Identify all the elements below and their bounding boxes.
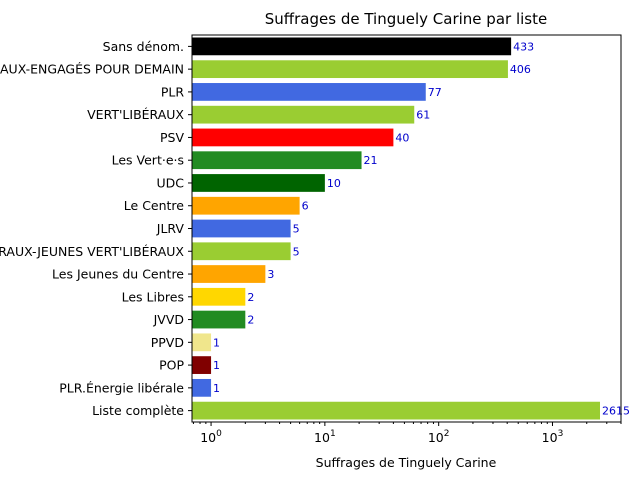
chart-title: Suffrages de Tinguely Carine par liste [265,10,547,28]
y-tick-label: POP [159,358,184,373]
y-tick-label: Les Libres [122,289,184,304]
y-tick-label: Le Centre [124,198,185,213]
y-tick-label: UDC [156,175,184,190]
value-label: 10 [327,177,341,190]
value-label: 1 [213,382,220,395]
bar [192,60,508,79]
value-label: 77 [428,86,442,99]
bars-group [192,37,600,420]
bar [192,356,212,374]
value-label: 1 [213,359,220,372]
value-label: 2 [247,314,254,327]
x-ticks: 100 101 102 103 [192,422,622,445]
y-tick-label: PPVD [151,335,184,350]
value-label: 40 [395,131,409,144]
value-label: 406 [510,63,531,76]
x-tick-label: 102 [428,429,450,445]
y-tick-label: Les Jeunes du Centre [52,267,184,282]
bar [192,219,291,238]
y-tick-label: Liste complète [92,403,184,418]
bar [192,287,246,306]
value-label: 6 [302,200,309,213]
value-label: 21 [364,154,378,167]
x-axis-label: Suffrages de Tinguely Carine [316,455,497,470]
bar [192,83,426,101]
bar [192,242,291,261]
y-tick-label: VERT'LIBÉRAUX-ENGAGÉS POUR DEMAIN [0,62,184,77]
y-tick-label: PSV [160,130,184,145]
value-label: 2615 [602,405,630,418]
bar [192,265,266,283]
y-tick-labels: Sans dénom. VERT'LIBÉRAUX-ENGAGÉS POUR DE… [0,39,192,418]
y-tick-label: VERT'LIBÉRAUX-JEUNES VERT'LIBÉRAUX [0,244,184,259]
bar [192,310,246,329]
bar [192,401,600,420]
y-tick-label: VERT'LIBÉRAUX [87,107,184,122]
bar [192,37,512,56]
x-tick-label: 100 [200,429,222,445]
y-tick-label: Les Vert·e·s [112,153,184,168]
y-tick-label: JLRV [156,221,185,236]
x-tick-label: 103 [542,429,564,445]
bar [192,128,394,147]
value-label: 3 [267,268,274,281]
bar [192,151,362,170]
value-label: 61 [416,109,430,122]
bar [192,378,212,397]
bar [192,105,415,124]
y-tick-label: PLR.Énergie libérale [59,380,184,395]
y-tick-label: PLR [161,84,185,99]
y-tick-label: JVVD [153,312,184,327]
plot-frame [191,34,622,423]
value-label: 433 [513,40,534,53]
value-label: 5 [293,245,300,258]
y-tick-label: Sans dénom. [103,39,184,54]
value-label: 2 [247,291,254,304]
value-label: 1 [213,336,220,349]
bar [192,333,212,352]
x-tick-label: 101 [314,429,336,445]
bar [192,174,325,192]
value-label: 5 [293,223,300,236]
bar [192,196,300,215]
